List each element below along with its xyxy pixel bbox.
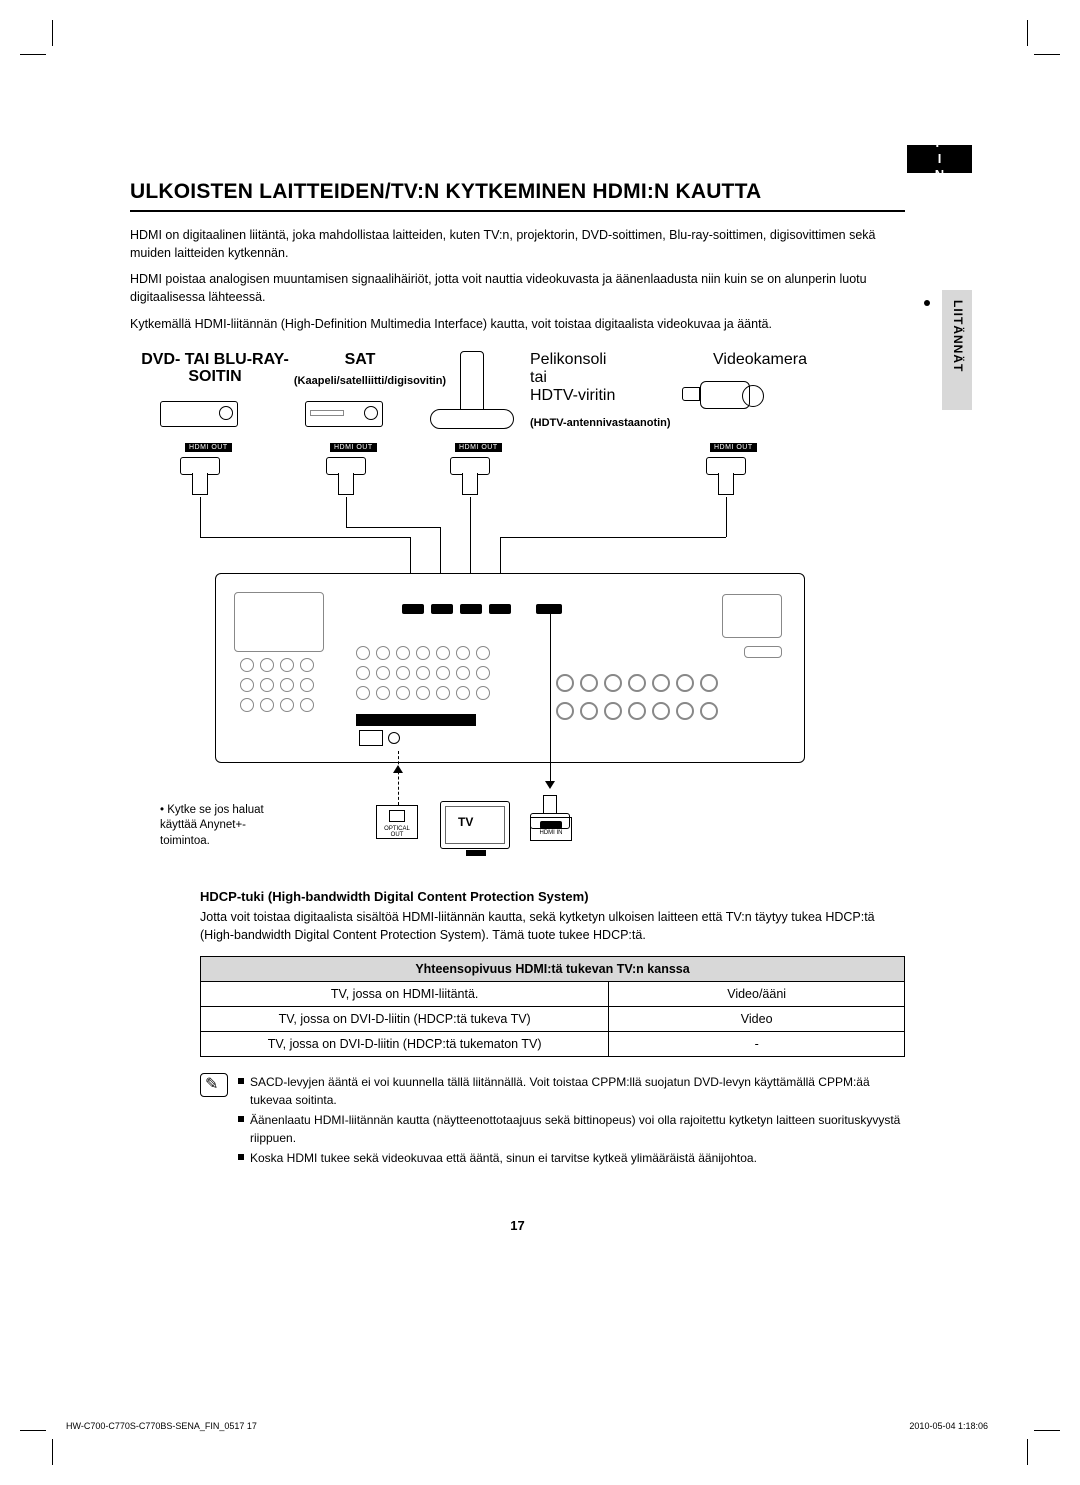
side-dot <box>924 300 930 306</box>
hdmi-in-port: HDMI IN <box>530 817 572 841</box>
hdcp-section: HDCP-tuki (High-bandwidth Digital Conten… <box>130 889 905 1169</box>
hdmi-out-label-2: HDMI OUT <box>330 443 377 452</box>
page-title: ULKOISTEN LAITTEIDEN/TV:N KYTKEMINEN HDM… <box>130 180 905 212</box>
anynet-note: • Kytke se jos haluat käyttää Anynet+- t… <box>160 803 320 850</box>
note-item: Koska HDMI tukee sekä videokuvaa että ää… <box>250 1149 757 1167</box>
hdmi-plug-4 <box>706 457 746 495</box>
hdcp-body: Jotta voit toistaa digitaalista sisältöä… <box>200 908 905 944</box>
note-icon <box>200 1073 228 1097</box>
hdmi-out-label-1: HDMI OUT <box>185 443 232 452</box>
av-receiver <box>215 573 805 763</box>
notes-box: SACD-levyjen ääntä ei voi kuunnella täll… <box>200 1073 905 1169</box>
compat-table: Yhteensopivuus HDMI:tä tukevan TV:n kans… <box>200 956 905 1057</box>
paragraph-2: HDMI poistaa analogisen muuntamisen sign… <box>130 270 905 306</box>
table-row: TV, jossa on HDMI-liitäntä. Video/ääni <box>201 981 905 1006</box>
note-item: SACD-levyjen ääntä ei voi kuunnella täll… <box>250 1073 905 1109</box>
label-sat-sub: (Kaapeli/satelliitti/digisovitin) <box>270 375 470 387</box>
hdmi-plug-3 <box>450 457 490 495</box>
label-sat: SAT <box>330 351 390 369</box>
note-item: Äänenlaatu HDMI-liitännän kautta (näytte… <box>250 1111 905 1147</box>
label-console: Pelikonsoli tai HDTV-viritin <box>530 351 650 406</box>
tv-icon <box>440 801 510 849</box>
label-cam: Videokamera <box>700 351 820 369</box>
note-list: SACD-levyjen ääntä ei voi kuunnella täll… <box>238 1073 905 1169</box>
tv-label: TV <box>458 815 473 829</box>
hdmi-in-label: HDMI IN <box>531 830 571 836</box>
hdmi-out-label-4: HDMI OUT <box>710 443 757 452</box>
footer-right: 2010-05-04 1:18:06 <box>909 1421 988 1431</box>
hdmi-plug-2 <box>326 457 366 495</box>
connection-diagram: DVD- TAI BLU-RAY- SOITIN SAT (Kaapeli/sa… <box>130 351 905 871</box>
hdtv-tuner-icon <box>430 409 514 429</box>
side-tab-lang: FIN <box>907 145 972 173</box>
table-row: TV, jossa on DVI-D-liitin (HDCP:tä tukev… <box>201 1006 905 1031</box>
label-console-sub: (HDTV-antennivastaanotin) <box>530 417 710 429</box>
dvd-player-icon <box>160 401 238 427</box>
footer-left: HW-C700-C770S-C770BS-SENA_FIN_0517 17 <box>66 1421 257 1431</box>
hdcp-heading: HDCP-tuki (High-bandwidth Digital Conten… <box>200 889 905 904</box>
sat-box-icon <box>305 401 383 427</box>
hdmi-plug-1 <box>180 457 220 495</box>
camcorder-icon <box>700 381 750 409</box>
table-header: Yhteensopivuus HDMI:tä tukevan TV:n kans… <box>201 956 905 981</box>
page-number: 17 <box>130 1218 905 1233</box>
optical-out-port: OPTICAL OUT <box>376 805 418 839</box>
table-row: TV, jossa on DVI-D-liitin (HDCP:tä tukem… <box>201 1031 905 1056</box>
side-tab-section: LIITÄNNÄT <box>951 300 965 372</box>
content-area: ULKOISTEN LAITTEIDEN/TV:N KYTKEMINEN HDM… <box>130 180 905 1169</box>
paragraph-3: Kytkemällä HDMI-liitännän (High-Definiti… <box>130 315 905 333</box>
paragraph-1: HDMI on digitaalinen liitäntä, joka mahd… <box>130 226 905 262</box>
hdmi-out-label-3: HDMI OUT <box>455 443 502 452</box>
